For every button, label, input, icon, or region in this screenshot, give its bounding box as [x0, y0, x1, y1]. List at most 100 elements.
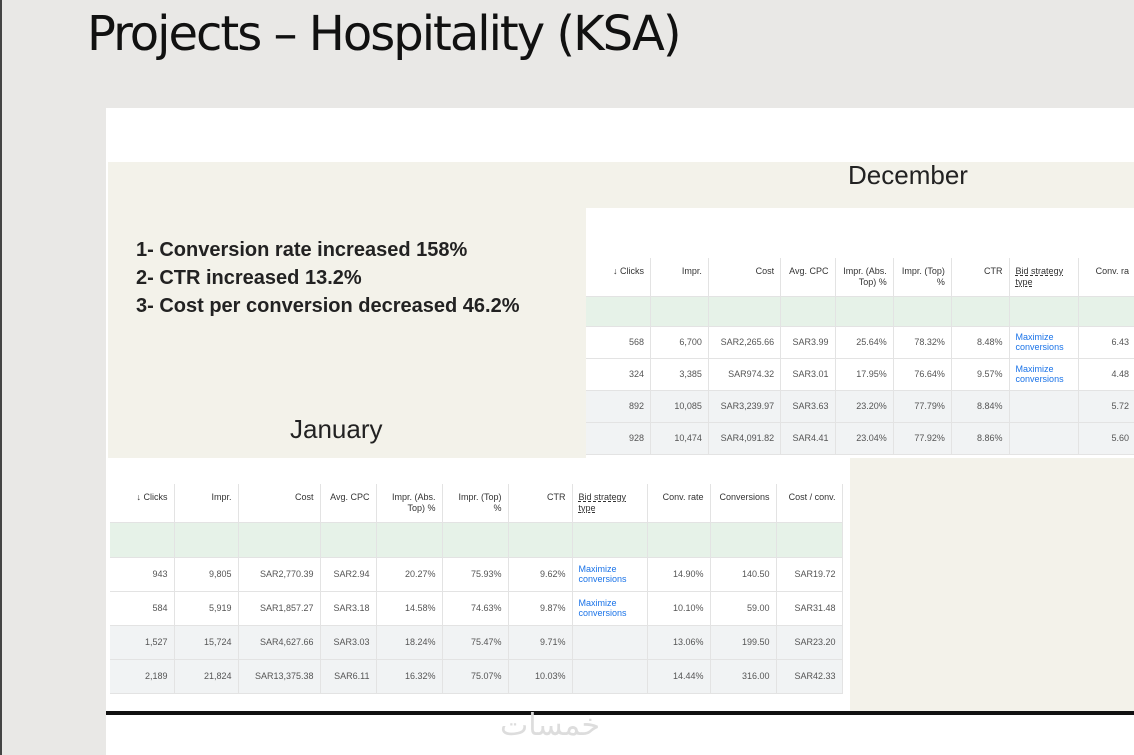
total-row — [586, 296, 1134, 327]
data-row: 2,189 21,824 SAR13,375.38 SAR6.11 16.32% 75.0… — [110, 659, 843, 694]
data-row: 928 10,474 SAR4,091.82 SAR4.41 23.04% 77.92% 8… — [586, 422, 1134, 455]
cell — [780, 296, 836, 327]
cell: 584 — [110, 591, 175, 626]
cell: 76.64% — [893, 358, 952, 391]
cell: 140.50 — [710, 557, 777, 592]
column-header: Impr. (Top) % — [893, 258, 952, 297]
column-header: Impr. (Abs. Top) % — [376, 484, 443, 523]
cell: 10.10% — [647, 591, 711, 626]
column-header: Conv. rate — [647, 484, 711, 523]
cell: 4.48 — [1078, 358, 1134, 391]
cell: 10.03% — [508, 659, 573, 694]
total-row — [110, 522, 843, 558]
column-header: Avg. CPC — [320, 484, 377, 523]
page-title: Projects – Hospitality (KSA) — [87, 6, 682, 62]
cell: 9.57% — [951, 358, 1010, 391]
cell — [508, 522, 573, 558]
cell: 15,724 — [174, 625, 239, 660]
cell: SAR4,091.82 — [708, 422, 782, 455]
cell: 9,805 — [174, 557, 239, 592]
cell: 2,189 — [110, 659, 175, 694]
cell: SAR3.18 — [320, 591, 377, 626]
finding: 2- CTR increased 13.2% — [136, 267, 362, 289]
cell: 324 — [586, 358, 652, 391]
cell — [951, 296, 1010, 327]
cell: 5,919 — [174, 591, 239, 626]
column-header: ↓ Clicks — [110, 484, 175, 523]
cell: SAR3.03 — [320, 625, 377, 660]
column-header: Conversions — [710, 484, 777, 523]
cell — [376, 522, 443, 558]
cell: 13.06% — [647, 625, 711, 660]
column-header: Conv. ra — [1078, 258, 1134, 297]
cell: SAR3.63 — [780, 390, 836, 423]
watermark: خمسات — [500, 708, 601, 743]
cell — [110, 522, 175, 558]
cell: 75.07% — [442, 659, 509, 694]
cell: 3,385 — [650, 358, 709, 391]
cell: 74.63% — [442, 591, 509, 626]
cell: 78.32% — [893, 326, 952, 359]
cell: 10,474 — [650, 422, 709, 455]
cell — [1009, 422, 1079, 455]
cell: 928 — [586, 422, 652, 455]
cell: SAR6.11 — [320, 659, 377, 694]
cell: SAR13,375.38 — [238, 659, 321, 694]
cell — [893, 296, 952, 327]
data-row: 943 9,805 SAR2,770.39 SAR2.94 20.27% 75.93% 9.… — [110, 557, 843, 592]
cell: 75.47% — [442, 625, 509, 660]
cell — [776, 522, 843, 558]
panel — [108, 162, 586, 458]
cell: 23.20% — [835, 390, 894, 423]
column-header: Bid strategy type — [1009, 258, 1079, 297]
data-row: 892 10,085 SAR3,239.97 SAR3.63 23.20% 77.79% 8… — [586, 390, 1134, 423]
cell: 59.00 — [710, 591, 777, 626]
panel — [586, 162, 1134, 208]
cell: SAR1,857.27 — [238, 591, 321, 626]
cell: SAR42.33 — [776, 659, 843, 694]
data-table: ↓ Clicks Impr. Cost Avg. CPC Impr. (Abs. Top… — [110, 484, 843, 694]
column-header: Avg. CPC — [780, 258, 836, 297]
cell: 6,700 — [650, 326, 709, 359]
data-row: 324 3,385 SAR974.32 SAR3.01 17.95% 76.64% 9.57… — [586, 358, 1134, 391]
cell: SAR3.01 — [780, 358, 836, 391]
cell: 10,085 — [650, 390, 709, 423]
cell — [1009, 296, 1079, 327]
cell: Maximize conversions — [572, 591, 648, 626]
cell: SAR2,770.39 — [238, 557, 321, 592]
data-row: 584 5,919 SAR1,857.27 SAR3.18 14.58% 74.63% 9.… — [110, 591, 843, 626]
cell — [442, 522, 509, 558]
column-header: Impr. (Abs. Top) % — [835, 258, 894, 297]
cell: 14.44% — [647, 659, 711, 694]
column-header: Impr. — [174, 484, 239, 523]
column-header: Impr. — [650, 258, 709, 297]
cell: 568 — [586, 326, 652, 359]
cell: SAR4.41 — [780, 422, 836, 455]
cell — [710, 522, 777, 558]
cell: 16.32% — [376, 659, 443, 694]
cell: 77.79% — [893, 390, 952, 423]
cell: Maximize conversions — [1009, 358, 1079, 391]
cell: 23.04% — [835, 422, 894, 455]
findings: 1- Conversion rate increased 158% 2- CTR… — [136, 236, 520, 320]
month-label: January — [290, 414, 383, 444]
cell: 5.72 — [1078, 390, 1134, 423]
cell: 199.50 — [710, 625, 777, 660]
divider — [106, 711, 1134, 715]
cell: SAR19.72 — [776, 557, 843, 592]
month-label: December — [848, 160, 968, 190]
column-header: ↓ Clicks — [586, 258, 652, 297]
column-header: Cost — [708, 258, 782, 297]
data-row: 1,527 15,724 SAR4,627.66 SAR3.03 18.24% 75.47… — [110, 625, 843, 660]
cell — [320, 522, 377, 558]
cell: 943 — [110, 557, 175, 592]
cell — [647, 522, 711, 558]
cell: 14.58% — [376, 591, 443, 626]
finding: 1- Conversion rate increased 158% — [136, 239, 468, 261]
cell: SAR23.20 — [776, 625, 843, 660]
cell: SAR2.94 — [320, 557, 377, 592]
cell — [586, 296, 652, 327]
cell: 21,824 — [174, 659, 239, 694]
cell — [238, 522, 321, 558]
